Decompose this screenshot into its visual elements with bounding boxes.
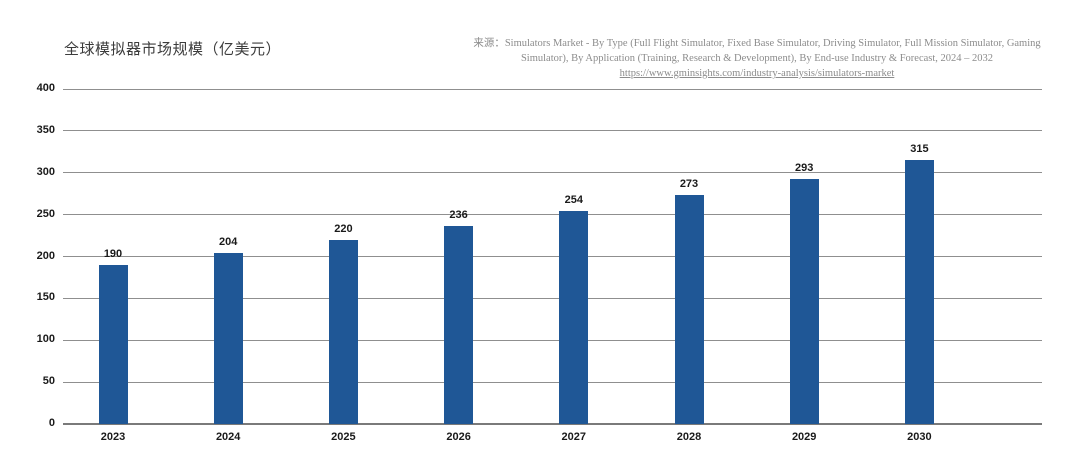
bar-value-label-2026: 236 — [449, 209, 468, 222]
source-prefix: 来源： — [473, 38, 505, 49]
x-axis-label-2024: 2024 — [215, 431, 241, 443]
bar-2030 — [904, 160, 934, 424]
plot-area: 0 50 100 150 200 250 300 350 400 190 2023 204 2024 22… — [37, 82, 1042, 443]
x-axis-label-2025: 2025 — [331, 431, 356, 443]
bar-2023 — [98, 264, 128, 424]
bar-2027 — [559, 211, 589, 424]
x-axis-line — [63, 423, 1042, 425]
gridline-400 — [63, 88, 1042, 90]
x-axis-label-2030: 2030 — [907, 431, 932, 443]
bar-value-label-2030: 315 — [910, 143, 929, 156]
y-axis-label-50: 50 — [42, 375, 55, 388]
bar-value-label-2027: 254 — [564, 194, 583, 207]
source-text: Simulators Market - By Type (Full Flight… — [504, 38, 1041, 64]
bar-2025 — [328, 239, 358, 424]
y-axis-label-200: 200 — [36, 249, 55, 262]
x-axis-label-2029: 2029 — [791, 431, 817, 443]
bar-2029 — [789, 178, 819, 424]
gridline-350 — [63, 130, 1042, 132]
source-citation: 来源：Simulators Market - By Type (Full Fli… — [470, 36, 1044, 81]
y-axis-label-0: 0 — [48, 417, 55, 429]
chart-title: 全球模拟器市场规模（亿美元） — [64, 41, 282, 58]
y-axis-label-250: 250 — [36, 207, 55, 220]
x-axis-label-2028: 2028 — [676, 431, 702, 443]
x-axis-label-2023: 2023 — [100, 431, 126, 443]
bar-2028 — [674, 195, 704, 424]
x-axis-label-2027: 2027 — [561, 431, 587, 443]
y-axis-label-400: 400 — [36, 82, 55, 94]
gridline-100 — [63, 339, 1042, 341]
bar-value-label-2023: 190 — [103, 247, 123, 260]
gridline-200 — [63, 256, 1042, 257]
bar-2024 — [213, 253, 243, 424]
y-axis-label-150: 150 — [36, 291, 55, 304]
bar-value-label-2029: 293 — [795, 161, 814, 174]
y-axis-label-300: 300 — [36, 165, 55, 178]
bar-value-label-2028: 273 — [679, 178, 699, 191]
source-link[interactable]: https://www.gminsights.com/industry-anal… — [619, 68, 895, 79]
bar-value-label-2024: 204 — [219, 236, 238, 249]
gridline-150 — [63, 297, 1042, 299]
x-axis-label-2026: 2026 — [446, 431, 471, 443]
gridline-50 — [63, 381, 1042, 383]
gridline-250 — [63, 214, 1042, 216]
gridline-300 — [63, 172, 1042, 174]
bar-value-label-2025: 220 — [334, 222, 353, 235]
y-axis-label-350: 350 — [36, 123, 55, 136]
y-axis-label-100: 100 — [36, 333, 55, 346]
bar-2026 — [444, 226, 474, 424]
